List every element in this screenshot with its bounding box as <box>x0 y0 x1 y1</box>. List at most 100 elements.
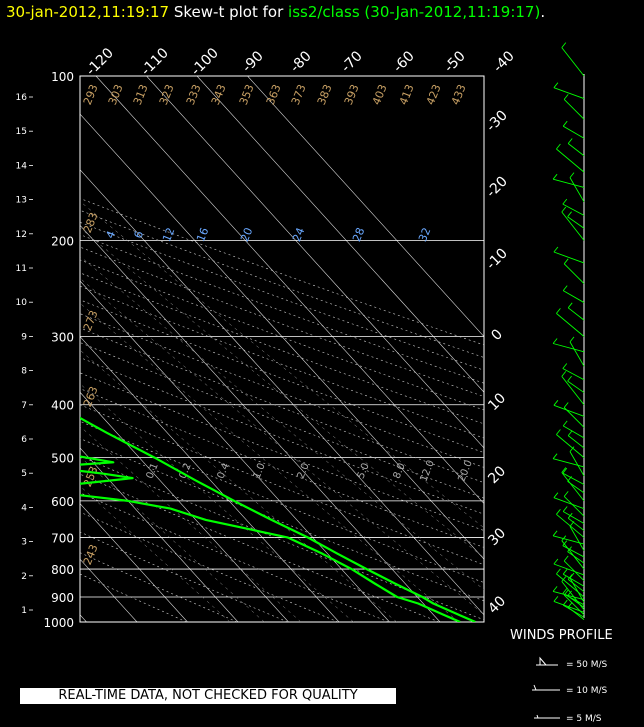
wind-barb <box>556 434 585 458</box>
theta-label: 273 <box>81 309 101 333</box>
wind-barb <box>569 451 585 477</box>
mixing-ratio-label: 1.0 <box>252 462 268 481</box>
wind-barb-flag <box>562 599 568 606</box>
pressure-tick-label: 800 <box>51 563 74 577</box>
mixing-ratio-line <box>80 349 397 622</box>
wind-barb-flag <box>567 574 573 580</box>
mixing-ratio-label: 20 <box>238 226 255 244</box>
height-km-label: 13 <box>16 196 27 206</box>
wind-barb-flag <box>561 371 567 377</box>
isotherm-line <box>0 76 36 622</box>
theta-label: 313 <box>131 83 151 107</box>
wind-barb <box>567 435 585 449</box>
wind-barb <box>562 573 585 587</box>
dry-adiabat <box>80 420 484 583</box>
top-temperature-label: -60 <box>390 48 417 75</box>
mixing-ratio-label: 4 <box>103 229 118 240</box>
isotherm-line <box>80 280 390 622</box>
wind-legend-50: = 50 M/S <box>566 660 608 670</box>
pressure-tick-label: 100 <box>51 70 74 84</box>
theta-label: 393 <box>342 83 362 107</box>
theta-label: 303 <box>106 83 126 107</box>
wind-barb <box>562 368 585 381</box>
right-temperature-label: 20 <box>485 463 509 487</box>
theta-label: 293 <box>81 83 101 107</box>
wind-barb-flag <box>562 420 568 427</box>
isotherm-line <box>146 76 484 449</box>
header-title: Skew-t plot for <box>173 3 284 21</box>
wind-barb-flag <box>553 558 559 565</box>
isotherm-line <box>80 447 239 622</box>
wind-barb-flag <box>553 492 559 498</box>
wind-barb <box>569 177 585 203</box>
wind-barb-flag <box>569 572 575 579</box>
wind-barb <box>567 579 585 593</box>
wind-barb-flag <box>563 491 569 497</box>
wind-barb <box>561 472 585 502</box>
wind-barb-flag <box>562 198 568 205</box>
pressure-tick-label: 300 <box>51 331 74 345</box>
pressure-tick-label: 200 <box>51 234 74 248</box>
mixing-ratio-label: 6 <box>131 229 146 240</box>
height-km-label: 7 <box>21 401 27 411</box>
wind-barb-flag <box>567 302 573 309</box>
dry-adiabat <box>80 552 238 622</box>
dry-adiabat <box>80 388 484 548</box>
height-km-label: 10 <box>16 298 28 308</box>
theta-label: 323 <box>157 83 177 107</box>
isotherm-line <box>80 224 441 622</box>
wind-barb <box>556 148 585 173</box>
mixing-ratio-line <box>80 201 484 529</box>
isotherm-line <box>95 76 484 504</box>
theta-label: 353 <box>237 83 257 107</box>
wind-barb-flag <box>563 402 569 408</box>
wind-barb <box>563 407 585 428</box>
mixing-ratio-line <box>80 255 484 591</box>
wind-barb <box>561 211 585 241</box>
theta-label: 343 <box>209 83 229 107</box>
wind-barb-flag <box>567 430 573 436</box>
wind-barb-flag <box>567 375 572 382</box>
isotherm-line <box>196 76 484 393</box>
height-km-label: 1 <box>21 606 27 616</box>
quality-disclaimer: REAL-TIME DATA, NOT CHECKED FOR QUALITY <box>20 688 396 704</box>
wind-barb <box>553 251 585 264</box>
wind-barb <box>552 343 585 353</box>
right-temperature-label: -20 <box>483 173 510 200</box>
height-km-label: 15 <box>16 127 27 137</box>
temperature-profile-line <box>80 416 476 622</box>
dry-adiabat <box>80 455 484 621</box>
wind-barb <box>567 307 585 321</box>
height-km-label: 11 <box>16 264 27 274</box>
wind-barb <box>563 496 585 517</box>
wind-legend-10: = 10 M/S <box>566 686 608 696</box>
top-temperature-label: -40 <box>490 48 517 75</box>
wind-barb-flag <box>563 258 569 265</box>
right-temperature-label: -30 <box>483 107 510 134</box>
isotherm-line <box>80 113 484 560</box>
wind-barb <box>562 545 585 558</box>
theta-label: 333 <box>184 83 204 107</box>
height-km-label: 6 <box>21 435 27 445</box>
wind-barb-flag <box>562 363 568 369</box>
wind-barb <box>562 472 585 485</box>
mixing-ratio-label: 5.0 <box>356 462 372 481</box>
wind-barb <box>562 511 585 524</box>
header-date: 30-jan-2012,11:19:17 <box>6 3 170 21</box>
wind-barb <box>562 425 585 439</box>
mixing-ratio-line <box>80 485 231 622</box>
theta-label: 263 <box>81 385 101 409</box>
wind-barb <box>553 404 585 417</box>
height-km-label: 2 <box>21 572 27 582</box>
wind-barb-flag <box>553 246 559 253</box>
right-temperature-label: 10 <box>485 390 509 414</box>
chart-header: 30-jan-2012,11:19:17 Skew-t plot for iss… <box>6 3 545 21</box>
wind-barb-flag <box>552 453 558 459</box>
isotherm-line <box>80 391 289 622</box>
theta-label: 383 <box>315 83 335 107</box>
wind-barb-flag <box>569 336 575 343</box>
isotherm-line <box>80 503 188 622</box>
wind-barb <box>552 458 585 468</box>
theta-label: 403 <box>370 83 390 107</box>
isotherm-line <box>80 169 484 616</box>
